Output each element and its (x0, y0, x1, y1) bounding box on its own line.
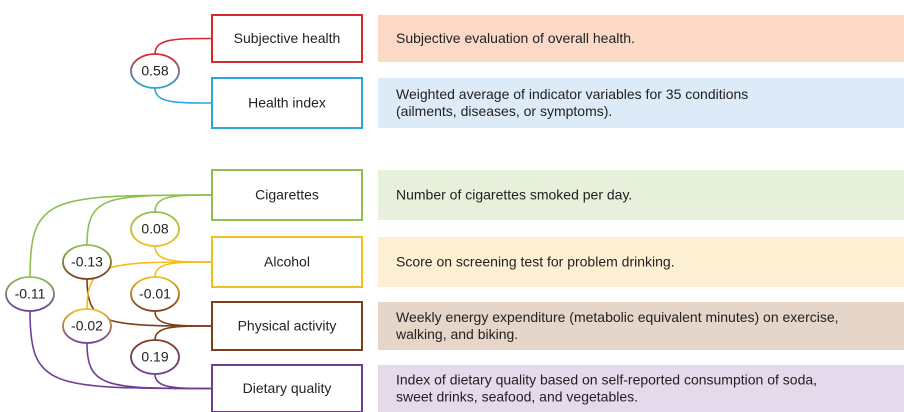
description-box (378, 365, 904, 412)
description-text: (ailments, diseases, or symptoms). (396, 103, 612, 119)
variable-label: Health index (248, 95, 326, 111)
connector (154, 325, 213, 341)
description-box (378, 15, 904, 62)
variable-box (211, 301, 363, 351)
variable-label: Cigarettes (255, 187, 319, 203)
description-text: sweet drinks, seafood, and vegetables. (396, 389, 638, 405)
variable-label: Dietary quality (243, 380, 332, 396)
description-text: Weekly energy expenditure (metabolic equ… (396, 309, 839, 325)
correlation-value: -0.13 (71, 254, 103, 270)
variable-box (211, 364, 363, 412)
variable-box (211, 77, 363, 129)
connector (29, 194, 213, 278)
variable-box (211, 14, 363, 63)
correlation-oval (5, 276, 55, 312)
connector (154, 310, 213, 327)
connector (154, 373, 213, 390)
correlation-value: -0.01 (139, 286, 171, 302)
correlation-value: 0.08 (141, 221, 168, 237)
connector (154, 194, 213, 213)
connector (154, 37, 213, 55)
variable-label: Subjective health (234, 30, 341, 46)
description-text: Number of cigarettes smoked per day. (396, 187, 632, 203)
correlation-value: -0.11 (15, 286, 46, 302)
description-box (378, 78, 904, 128)
description-text: Score on screening test for problem drin… (396, 254, 675, 270)
connector (154, 87, 213, 104)
description-text: Subjective evaluation of overall health. (396, 30, 635, 46)
variable-label: Physical activity (238, 318, 337, 334)
connector (154, 245, 213, 263)
description-box (378, 302, 904, 350)
correlation-value: 0.19 (141, 349, 168, 365)
correlation-oval (130, 339, 180, 375)
variable-label: Alcohol (264, 254, 310, 270)
correlation-value: 0.58 (141, 63, 168, 79)
variable-box (211, 236, 363, 288)
description-text: walking, and biking. (395, 326, 518, 342)
description-box (378, 170, 904, 220)
correlation-oval (62, 308, 112, 344)
correlation-value: -0.02 (71, 318, 103, 334)
correlation-oval (130, 211, 180, 247)
description-text: Index of dietary quality based on self-r… (396, 372, 817, 388)
variable-box (211, 169, 363, 221)
correlation-oval (130, 53, 180, 89)
correlation-oval (130, 276, 180, 312)
description-text: Weighted average of indicator variables … (396, 86, 748, 102)
connector (154, 261, 213, 278)
description-box (378, 237, 904, 287)
correlation-oval (62, 244, 112, 280)
